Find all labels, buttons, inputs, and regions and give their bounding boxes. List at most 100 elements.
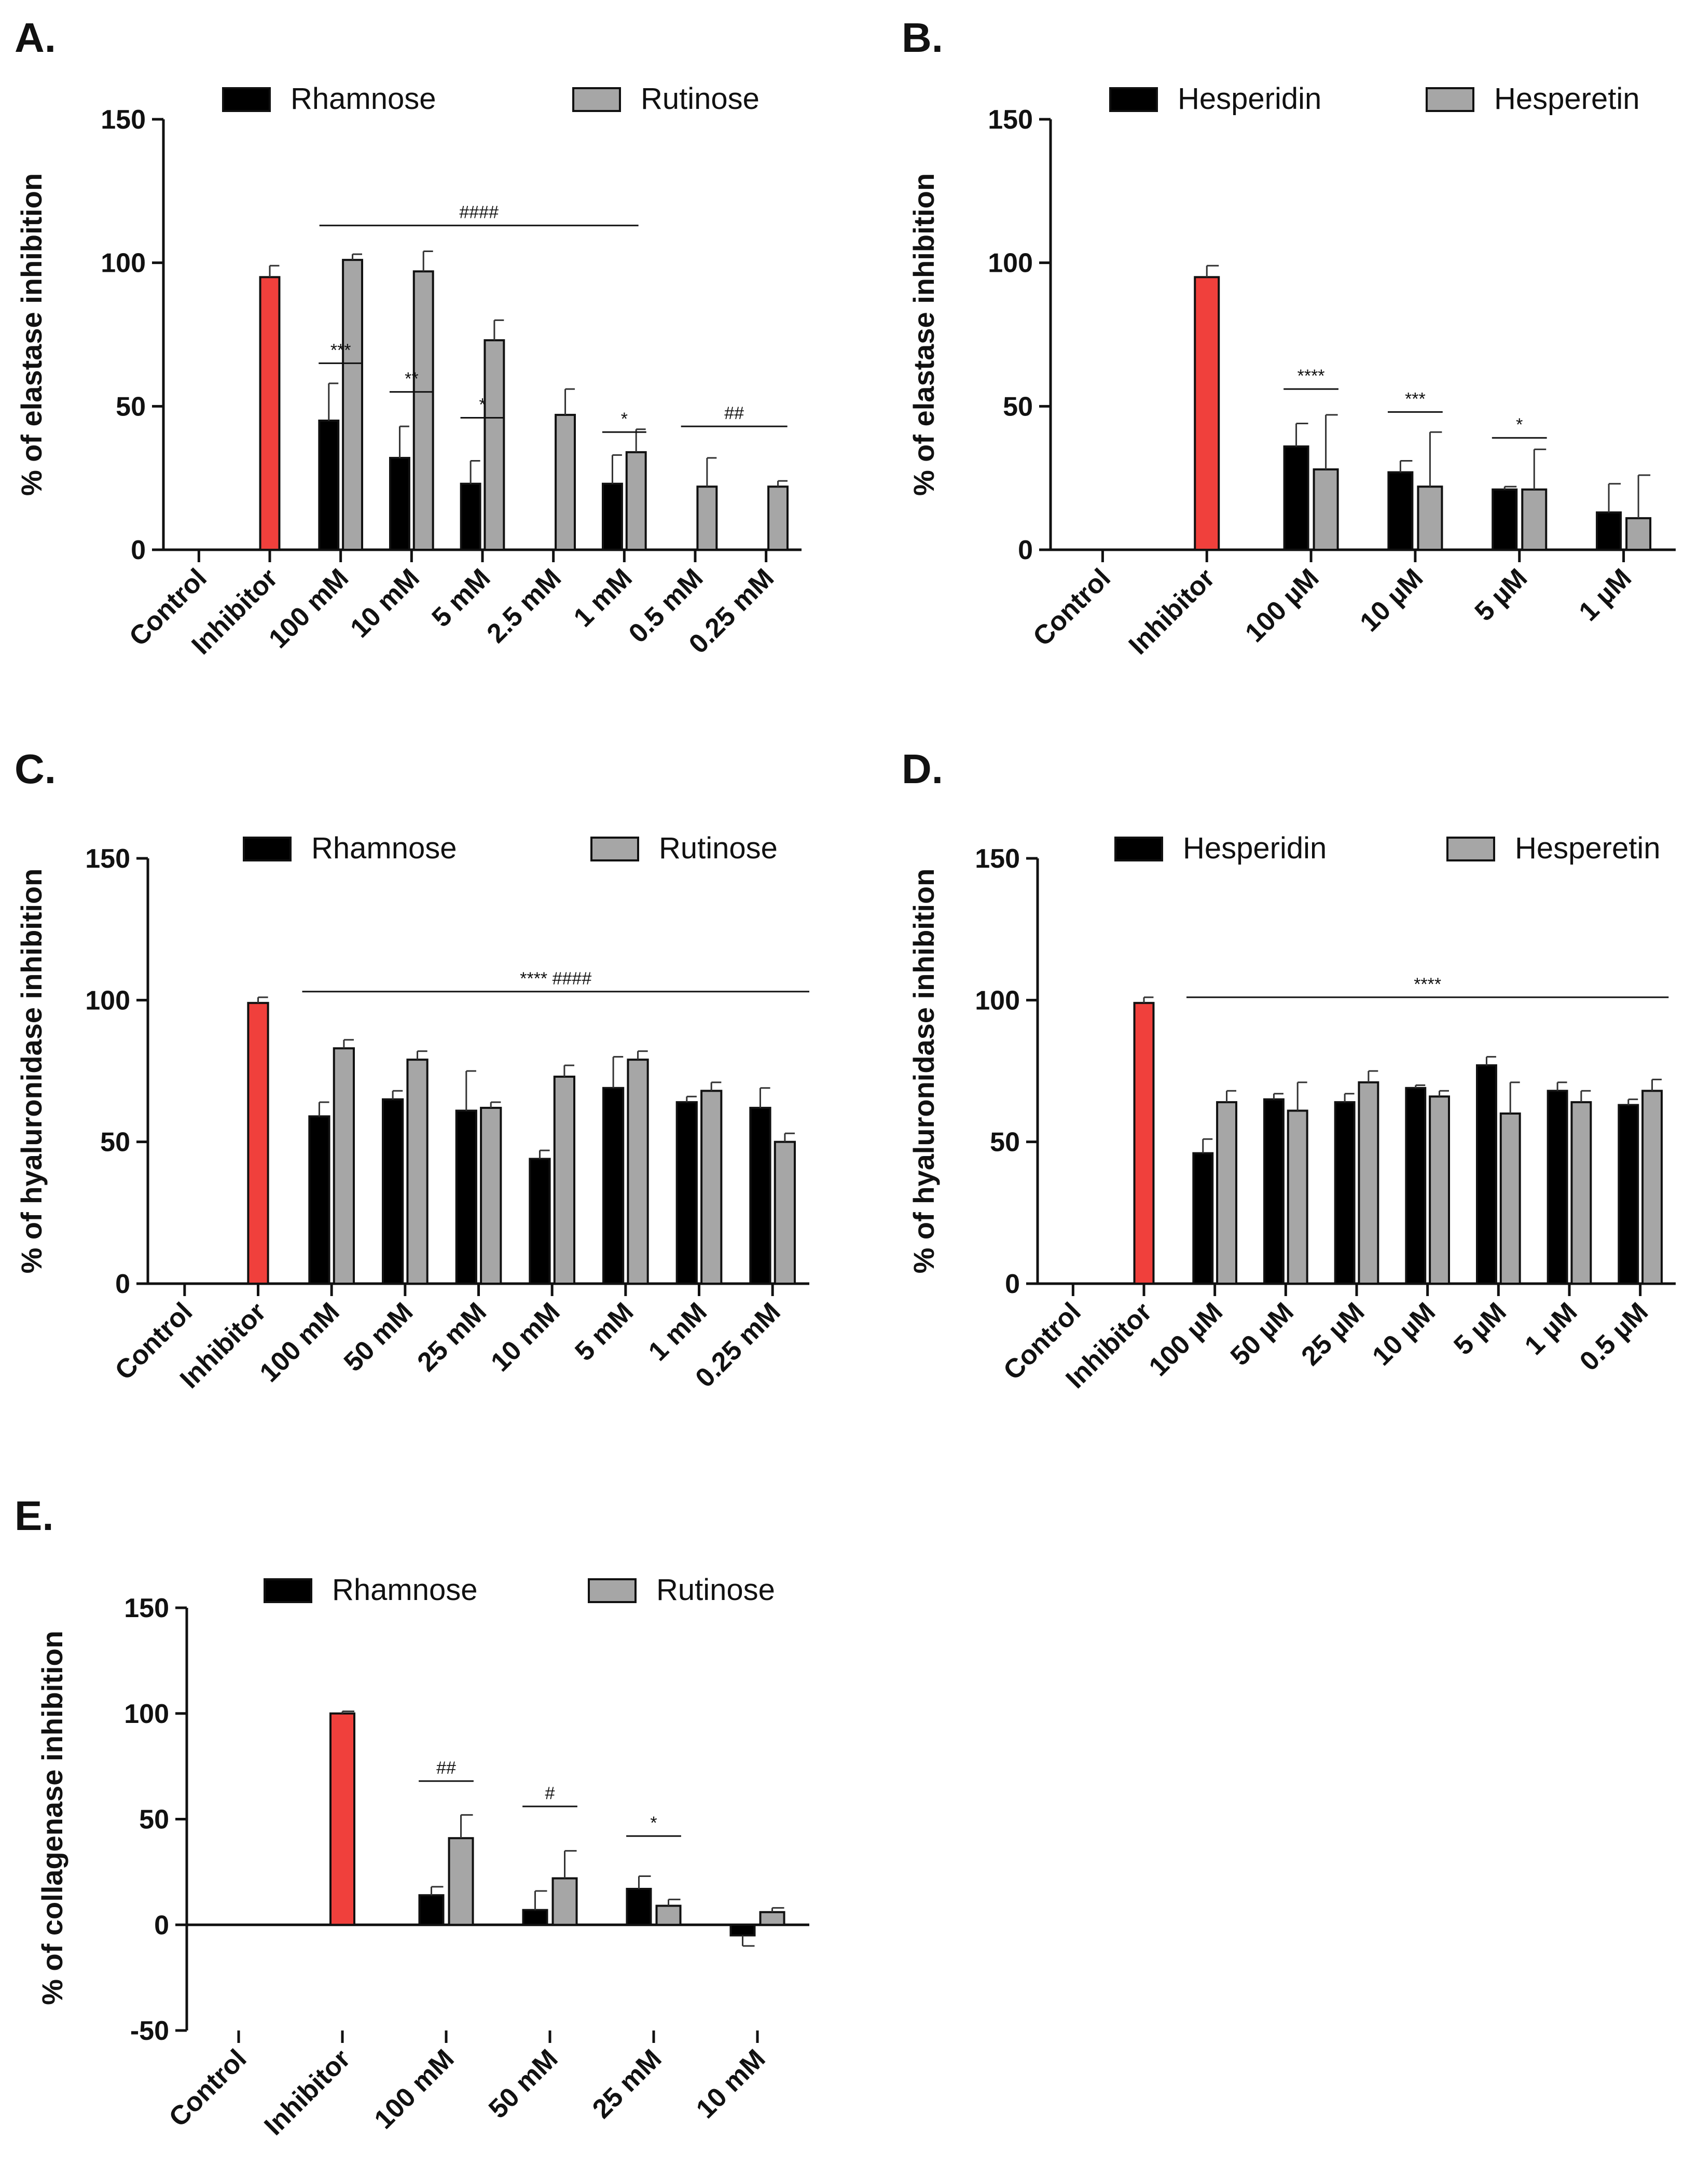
- legend-label: Rutinose: [641, 82, 760, 116]
- bar-rutinose: [759, 1911, 785, 1926]
- y-tick-label: 0: [131, 535, 146, 565]
- y-axis-title: % of hyaluronidase inhibition: [907, 869, 940, 1274]
- bar-rutinose: [342, 259, 363, 551]
- y-tick-label: 150: [988, 105, 1033, 135]
- bar-rhamnose: [389, 456, 410, 551]
- bar-rutinose: [555, 413, 576, 551]
- bar-hesperidin: [1334, 1101, 1356, 1285]
- bar-hesperidin: [1405, 1087, 1427, 1285]
- significance-label: **** ####: [520, 969, 591, 989]
- bar-hesperetin: [1625, 517, 1652, 551]
- panel-letter: C.: [15, 746, 56, 792]
- x-tick-label: 10 mM: [691, 2043, 771, 2124]
- bar-hesperetin: [1521, 488, 1548, 551]
- bar-hesperetin: [1641, 1090, 1663, 1285]
- bar-rhamnose: [529, 1158, 551, 1285]
- significance-label: ##: [724, 404, 744, 423]
- bar-hesperetin: [1287, 1109, 1308, 1285]
- legend-label: Rhamnose: [311, 831, 457, 865]
- x-tick-label: 25 mM: [587, 2043, 667, 2124]
- significance-label: ***: [1405, 389, 1426, 409]
- legend-swatch-hesperetin: [1446, 837, 1495, 861]
- bar-inhibitor: [1194, 276, 1220, 551]
- legend-label: Rhamnose: [332, 1573, 477, 1607]
- bar-rhamnose: [675, 1101, 698, 1285]
- legend-swatch-rutinose: [590, 837, 639, 861]
- x-tick-label: 50 µM: [1225, 1297, 1300, 1371]
- x-tick-label: 5 µM: [1448, 1297, 1512, 1361]
- bar-rhamnose: [729, 1924, 756, 1937]
- x-tick-label: 1 µM: [1573, 563, 1638, 627]
- significance-label: *: [1516, 415, 1523, 435]
- bar-rhamnose: [626, 1887, 652, 1926]
- bar-hesperidin: [1283, 445, 1309, 551]
- legend-swatch-rutinose: [572, 87, 621, 112]
- y-tick-label: 100: [85, 985, 130, 1016]
- y-tick-label: 150: [85, 844, 130, 874]
- bar-hesperidin: [1476, 1064, 1497, 1285]
- significance-label: *: [479, 395, 486, 414]
- legend-swatch-hesperidin: [1114, 837, 1163, 861]
- x-tick-label: 5 mM: [569, 1297, 639, 1367]
- x-tick-label: 100 µM: [1143, 1297, 1228, 1382]
- bar-rutinose: [767, 485, 789, 551]
- y-tick-label: 100: [101, 248, 146, 279]
- bar-rutinose: [484, 339, 505, 551]
- bar-hesperidin: [1387, 471, 1414, 551]
- x-tick-label: 25 mM: [412, 1297, 492, 1377]
- chart-panel-e: E. % of collagenase inhibition -50 0 50 100 15…: [15, 1493, 809, 2141]
- legend-swatch-rutinose: [588, 1578, 637, 1603]
- bar-inhibitor: [259, 276, 281, 551]
- significance-label: **: [405, 369, 418, 389]
- x-tick-label: 100 mM: [263, 563, 354, 654]
- y-axis-title: % of elastase inhibition: [907, 173, 940, 496]
- bar-hesperidin: [1596, 511, 1622, 551]
- bar-rhamnose: [460, 482, 481, 551]
- bar-hesperidin: [1263, 1098, 1285, 1285]
- significance-label: *: [621, 409, 628, 429]
- bar-rutinose: [553, 1075, 576, 1285]
- bar-rutinose: [696, 485, 718, 551]
- y-tick-label: 0: [115, 1269, 130, 1299]
- chart-panel-b: B. % of elastase inhibition 0 50 100 150 Contr…: [902, 15, 1676, 661]
- legend-swatch-rhamnose: [243, 837, 292, 861]
- x-tick-label: Control: [1027, 563, 1116, 652]
- bar-rhamnose: [602, 1087, 625, 1285]
- legend-label: Rhamnose: [291, 82, 436, 116]
- bar-rutinose: [333, 1047, 355, 1285]
- y-axis-title: % of collagenase inhibition: [36, 1631, 68, 2005]
- legend-label: Rutinose: [656, 1573, 775, 1607]
- bar-rhamnose: [381, 1098, 404, 1285]
- y-tick-label: 150: [124, 1593, 169, 1623]
- y-tick-label: -50: [130, 2016, 169, 2046]
- chart-panel-c: C. % of hyaluronidase inhibition 0 50 100 150…: [15, 746, 809, 1395]
- bar-hesperetin: [1358, 1081, 1379, 1285]
- x-tick-label: Control: [163, 2043, 253, 2133]
- bar-rhamnose: [308, 1115, 330, 1285]
- bar-hesperetin: [1313, 468, 1339, 551]
- bar-rutinose: [412, 270, 434, 551]
- bar-rhamnose: [455, 1109, 477, 1285]
- x-tick-label: 10 mM: [344, 563, 425, 643]
- bar-rhamnose: [418, 1894, 445, 1926]
- bar-hesperetin: [1570, 1101, 1592, 1285]
- chart-panel-a: A.% of elastase inhibition050100150Contr…: [15, 15, 802, 661]
- bar-hesperetin: [1429, 1095, 1450, 1285]
- bar-hesperetin: [1216, 1101, 1237, 1285]
- panel-letter: B.: [902, 15, 943, 61]
- significance-label: ***: [330, 340, 351, 360]
- bar-hesperetin: [1499, 1112, 1521, 1285]
- panel-letter: A.: [15, 15, 56, 61]
- x-tick-label: 25 µM: [1296, 1297, 1371, 1371]
- significance-label: ****: [1414, 975, 1441, 994]
- legend-label: Hesperidin: [1178, 82, 1321, 116]
- significance-label: ####: [459, 203, 499, 222]
- x-tick-label: 10 mM: [485, 1297, 565, 1377]
- bar-rhamnose: [522, 1909, 548, 1926]
- bar-rhamnose: [749, 1107, 771, 1285]
- bar-hesperidin: [1492, 488, 1518, 551]
- y-tick-label: 100: [975, 985, 1020, 1016]
- x-tick-label: 50 mM: [483, 2043, 563, 2124]
- legend-swatch-rhamnose: [264, 1578, 312, 1603]
